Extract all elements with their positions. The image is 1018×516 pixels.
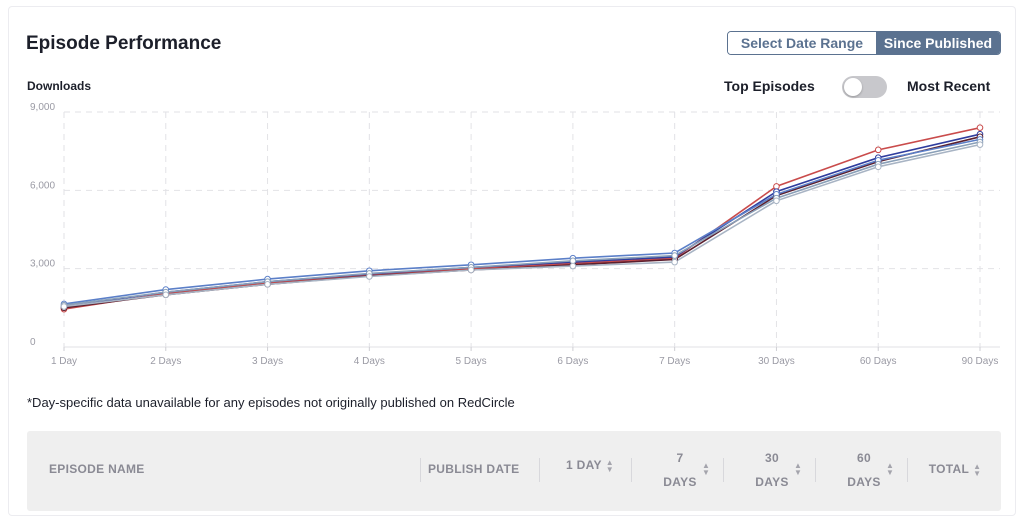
y-tick-label: 6,000 bbox=[30, 180, 55, 191]
x-tick-label: 30 Days bbox=[758, 356, 795, 367]
x-tick-label: 3 Days bbox=[252, 356, 283, 367]
col-30-days[interactable]: 30 DAYS bbox=[755, 451, 789, 489]
sort-icon: ▲ ▼ bbox=[973, 461, 982, 478]
column-divider bbox=[723, 458, 724, 482]
since-published-button[interactable]: Since Published bbox=[876, 32, 1000, 54]
col-7-days[interactable]: 7 DAYS bbox=[663, 451, 697, 489]
data-point bbox=[874, 146, 882, 154]
series-line bbox=[63, 143, 981, 308]
column-divider bbox=[815, 458, 816, 482]
data-point bbox=[671, 258, 678, 266]
downloads-line-chart: 0 3,000 6,000 9,000 1 Day 2 Days 3 Days 4 Days… bbox=[30, 102, 1000, 367]
data-point bbox=[671, 252, 678, 259]
x-tick-label: 6 Days bbox=[557, 356, 588, 367]
series-line bbox=[63, 138, 981, 305]
sort-icon: ▲ ▼ bbox=[794, 461, 802, 477]
column-divider bbox=[631, 458, 632, 482]
sort-icon: ▲ ▼ bbox=[605, 457, 614, 474]
col-60-days[interactable]: 60 DAYS bbox=[847, 451, 881, 489]
series-line bbox=[63, 133, 981, 308]
data-availability-note: *Day-specific data unavailable for any e… bbox=[27, 395, 515, 410]
data-point bbox=[976, 141, 984, 148]
x-tick-label: 5 Days bbox=[456, 356, 487, 367]
col-total[interactable]: TOTAL ▲ ▼ bbox=[928, 461, 982, 478]
most-recent-label: Most Recent bbox=[907, 78, 991, 94]
toggle-knob bbox=[844, 78, 862, 96]
data-point bbox=[569, 262, 577, 270]
x-tick-label: 60 Days bbox=[860, 356, 897, 367]
data-point bbox=[162, 291, 170, 299]
data-point bbox=[773, 197, 780, 205]
x-tick-label: 7 Days bbox=[659, 356, 690, 367]
column-divider bbox=[420, 458, 421, 482]
select-date-range-button[interactable]: Select Date Range bbox=[728, 32, 876, 54]
x-tick-label: 90 Days bbox=[962, 356, 999, 367]
x-tick-label: 2 Days bbox=[150, 356, 181, 367]
col-episode-name[interactable]: EPISODE NAME bbox=[49, 462, 145, 476]
date-range-segmented-control: Select Date Range Since Published bbox=[727, 31, 1001, 55]
x-tick-label: 1 Day bbox=[51, 356, 77, 367]
series-line bbox=[63, 141, 981, 306]
top-episodes-label: Top Episodes bbox=[724, 78, 815, 94]
data-point bbox=[467, 266, 475, 274]
y-tick-label: 3,000 bbox=[30, 259, 55, 270]
sort-icon: ▲ ▼ bbox=[886, 461, 894, 477]
episode-sort-toggle[interactable] bbox=[842, 76, 887, 98]
column-divider bbox=[539, 458, 540, 482]
col-1-day[interactable]: 1 DAY ▲ ▼ bbox=[566, 457, 614, 474]
x-tick-label: 4 Days bbox=[354, 356, 385, 367]
page-title: Episode Performance bbox=[26, 33, 222, 54]
data-point bbox=[976, 124, 984, 131]
y-tick-label: 0 bbox=[30, 337, 36, 348]
column-divider bbox=[907, 458, 908, 482]
data-point bbox=[874, 163, 882, 171]
data-point bbox=[60, 303, 68, 310]
y-tick-label: 9,000 bbox=[30, 102, 55, 113]
episode-table-header: EPISODE NAME PUBLISH DATE 1 DAY ▲ ▼ 7 DAYS… bbox=[27, 431, 1001, 511]
sort-icon: ▲ ▼ bbox=[702, 461, 710, 477]
series-line bbox=[63, 126, 981, 310]
data-point bbox=[264, 281, 271, 288]
chart-ylabel: Downloads bbox=[27, 79, 92, 93]
col-publish-date[interactable]: PUBLISH DATE bbox=[428, 462, 520, 476]
data-point bbox=[366, 273, 373, 280]
